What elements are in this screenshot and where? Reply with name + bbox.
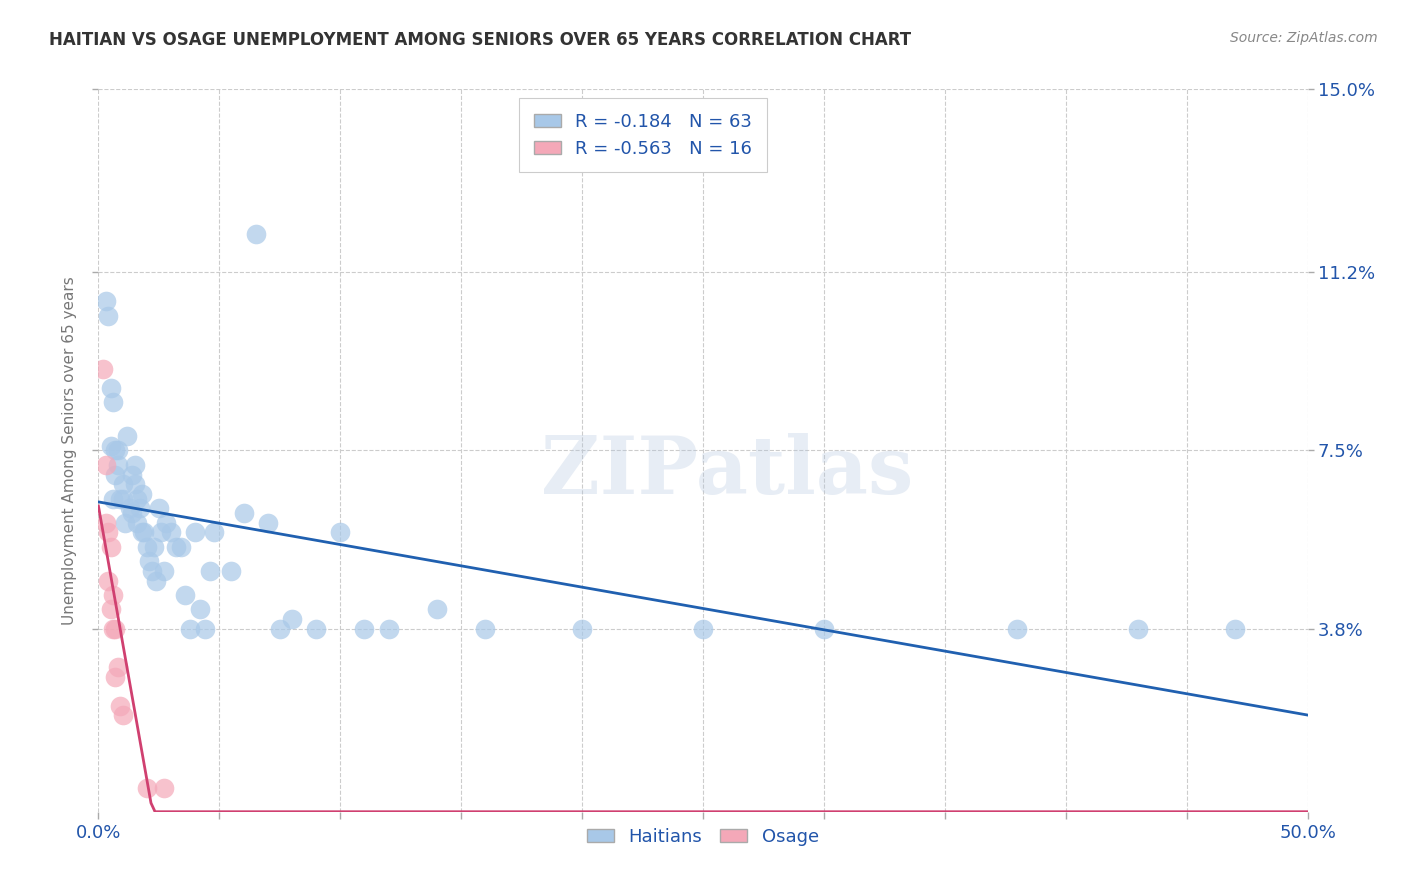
Point [131, 525, 153, 540]
Point [194, 622, 217, 636]
Point [124, 458, 146, 472]
Point [114, 516, 136, 530]
Point [104, 622, 127, 636]
Point [101, 395, 124, 409]
Point [100, 602, 122, 616]
Point [111, 491, 134, 506]
Point [94, 516, 117, 530]
Point [104, 443, 127, 458]
Point [148, 501, 170, 516]
Point [104, 670, 127, 684]
Point [329, 525, 352, 540]
Point [1128, 622, 1150, 636]
Point [100, 540, 122, 554]
Point [127, 516, 149, 530]
Point [131, 487, 153, 501]
Point [221, 564, 243, 578]
Point [135, 540, 157, 554]
Point [426, 602, 449, 616]
Point [97, 525, 120, 540]
Point [97, 309, 120, 323]
Point [160, 525, 183, 540]
Point [150, 525, 173, 540]
Point [138, 554, 160, 568]
Point [269, 622, 291, 636]
Point [107, 443, 129, 458]
Point [91, 361, 114, 376]
Point [101, 622, 124, 636]
Point [107, 660, 129, 674]
Point [127, 491, 149, 506]
Point [305, 622, 328, 636]
Point [245, 227, 267, 241]
Point [94, 294, 117, 309]
Point [117, 429, 139, 443]
Point [1007, 622, 1029, 636]
Point [813, 622, 835, 636]
Point [152, 564, 174, 578]
Point [232, 506, 254, 520]
Point [256, 516, 278, 530]
Point [692, 622, 714, 636]
Point [134, 525, 156, 540]
Point [124, 477, 146, 491]
Point [179, 622, 201, 636]
Text: ZIPatlas: ZIPatlas [541, 434, 914, 511]
Point [128, 501, 150, 516]
Point [377, 622, 399, 636]
Point [108, 698, 131, 713]
Point [281, 612, 304, 626]
Point [107, 458, 129, 472]
Point [101, 588, 124, 602]
Point [111, 477, 134, 491]
Point [100, 439, 122, 453]
Point [165, 540, 187, 554]
Point [188, 602, 211, 616]
Point [571, 622, 593, 636]
Text: HAITIAN VS OSAGE UNEMPLOYMENT AMONG SENIORS OVER 65 YEARS CORRELATION CHART: HAITIAN VS OSAGE UNEMPLOYMENT AMONG SENI… [49, 31, 911, 49]
Point [94, 458, 117, 472]
Point [135, 780, 157, 795]
Point [169, 540, 191, 554]
Point [204, 525, 226, 540]
Point [100, 381, 122, 395]
Point [111, 708, 134, 723]
Point [141, 564, 163, 578]
Point [198, 564, 221, 578]
Point [152, 780, 174, 795]
Point [353, 622, 375, 636]
Point [474, 622, 496, 636]
Point [145, 574, 167, 588]
Point [155, 516, 177, 530]
Point [143, 540, 166, 554]
Point [101, 491, 124, 506]
Point [108, 491, 131, 506]
Legend: Haitians, Osage: Haitians, Osage [579, 821, 827, 854]
Point [174, 588, 197, 602]
Y-axis label: Unemployment Among Seniors over 65 years: Unemployment Among Seniors over 65 years [62, 277, 77, 624]
Text: Source: ZipAtlas.com: Source: ZipAtlas.com [1230, 31, 1378, 45]
Point [118, 501, 141, 516]
Point [97, 574, 120, 588]
Point [184, 525, 207, 540]
Point [1223, 622, 1246, 636]
Point [121, 506, 143, 520]
Point [121, 467, 143, 482]
Point [104, 467, 127, 482]
